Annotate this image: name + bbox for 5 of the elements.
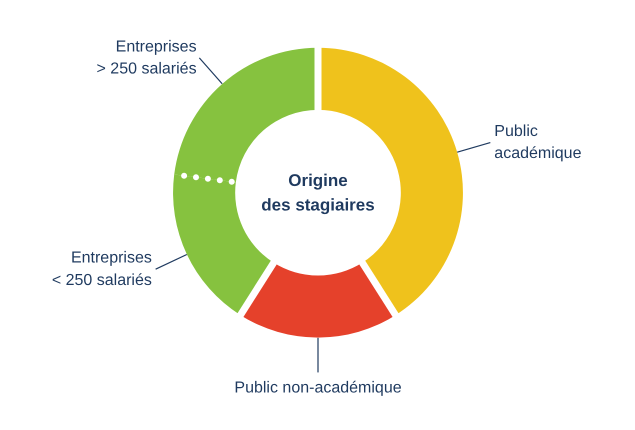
slice-label: Entreprises > 250 salariés — [96, 38, 197, 78]
text: Origine des stagiaires — [261, 170, 375, 215]
slice-label: Public académique — [494, 122, 582, 162]
slice-label: Entreprises < 250 salariés — [52, 250, 152, 289]
slice-label: Public non-académique — [234, 379, 402, 396]
